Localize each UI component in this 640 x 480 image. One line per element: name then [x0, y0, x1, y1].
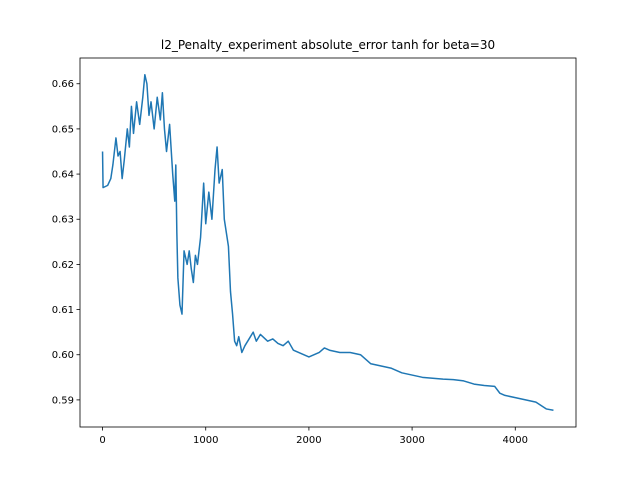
- x-tick-label: 3000: [399, 435, 424, 446]
- x-tick-label: 4000: [503, 435, 528, 446]
- y-tick-label: 0.63: [52, 215, 74, 226]
- y-tick-label: 0.65: [52, 124, 74, 135]
- x-tick-label: 0: [99, 435, 105, 446]
- x-tick-label: 1000: [193, 435, 218, 446]
- y-tick-label: 0.60: [52, 350, 74, 361]
- line-series: [101, 73, 554, 412]
- x-tick-label: 2000: [296, 435, 321, 446]
- y-tick-label: 0.61: [52, 305, 74, 316]
- y-tick-label: 0.62: [52, 260, 74, 271]
- y-tick-label: 0.66: [52, 79, 74, 90]
- y-tick-label: 0.64: [52, 170, 74, 181]
- y-tick-label: 0.59: [52, 395, 74, 406]
- plot-frame: [79, 57, 577, 428]
- chart-title: l2_Penalty_experiment absolute_error tan…: [161, 38, 495, 52]
